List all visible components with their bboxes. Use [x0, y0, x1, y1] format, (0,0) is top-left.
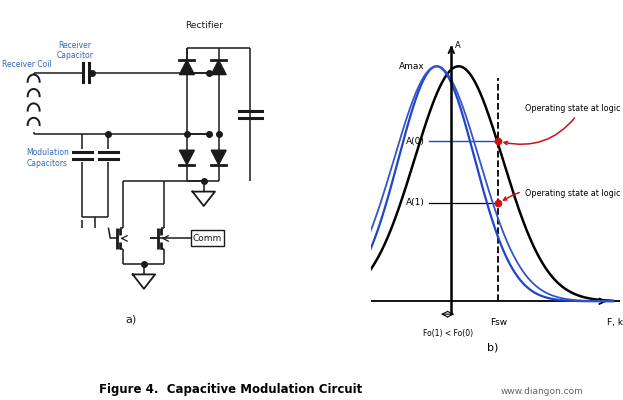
Text: Receiver
Capacitor: Receiver Capacitor	[56, 41, 93, 60]
Text: Comm: Comm	[193, 234, 222, 243]
Text: Fsw: Fsw	[490, 318, 506, 327]
Text: Operating state at logic “ 1”: Operating state at logic “ 1”	[503, 189, 623, 200]
Text: Amax: Amax	[399, 62, 425, 71]
Polygon shape	[179, 150, 194, 165]
Polygon shape	[211, 150, 226, 165]
Polygon shape	[211, 60, 226, 74]
Text: A(0): A(0)	[406, 137, 425, 146]
Text: Fo(1) < Fo(0): Fo(1) < Fo(0)	[422, 330, 473, 338]
Text: Rectifier: Rectifier	[185, 20, 222, 30]
Text: F, kHz: F, kHz	[607, 318, 623, 327]
Text: b): b)	[487, 343, 498, 353]
Text: A: A	[455, 41, 461, 50]
Text: Figure 4.  Capacitive Modulation Circuit: Figure 4. Capacitive Modulation Circuit	[99, 383, 362, 396]
Polygon shape	[179, 60, 194, 74]
Text: Receiver Coil: Receiver Coil	[2, 60, 52, 69]
FancyBboxPatch shape	[191, 230, 224, 246]
Text: A(1): A(1)	[406, 198, 425, 207]
Text: Operating state at logic “ 0”: Operating state at logic “ 0”	[504, 104, 623, 145]
Text: www.diangon.com: www.diangon.com	[500, 387, 584, 396]
Text: Modulation
Capacitors: Modulation Capacitors	[26, 148, 69, 168]
Text: a): a)	[125, 315, 136, 325]
